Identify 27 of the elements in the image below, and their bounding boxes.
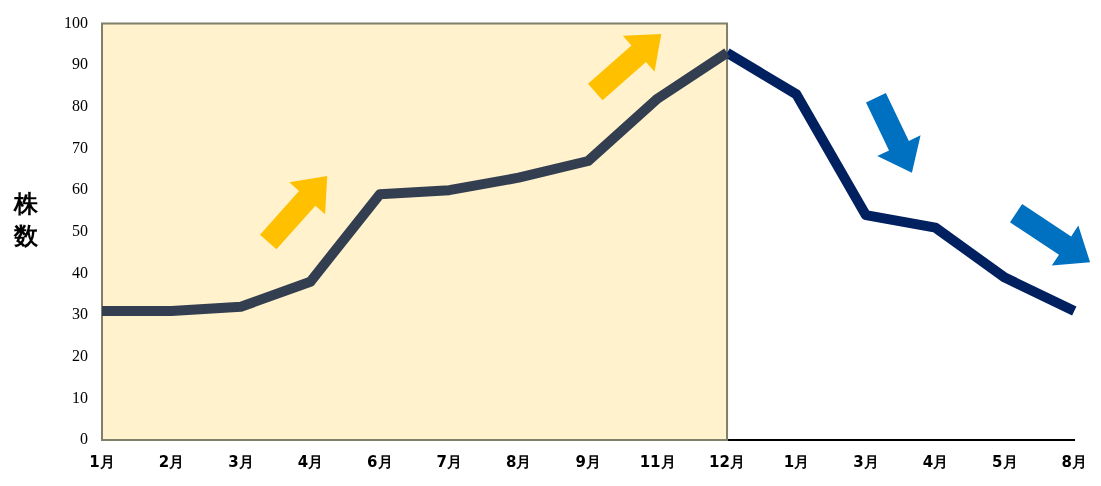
x-tick-label: 9月 bbox=[575, 452, 601, 471]
x-tick-label: 6月 bbox=[367, 452, 393, 471]
x-tick-label: 11月 bbox=[639, 452, 676, 471]
y-tick-label: 20 bbox=[72, 346, 88, 364]
x-tick-label: 2月 bbox=[158, 452, 185, 471]
x-tick-label: 8月 bbox=[1061, 452, 1087, 471]
y-tick-label: 30 bbox=[72, 305, 88, 323]
y-tick-label: 100 bbox=[64, 13, 88, 31]
x-tick-label: 3月 bbox=[228, 452, 254, 471]
y-tick-label: 80 bbox=[72, 97, 88, 115]
x-tick-label: 1月 bbox=[783, 452, 810, 471]
x-tick-label: 8月 bbox=[505, 452, 532, 471]
x-tick-label: 1月 bbox=[89, 452, 115, 471]
y-tick-label: 0 bbox=[80, 430, 88, 448]
y-tick-label: 70 bbox=[72, 138, 88, 156]
x-tick-label: 7月 bbox=[436, 452, 462, 471]
y-axis-title: 株数 bbox=[14, 189, 38, 252]
y-tick-label: 90 bbox=[72, 55, 88, 73]
x-tick-label: 12月 bbox=[709, 452, 745, 471]
y-tick-label: 50 bbox=[72, 222, 88, 239]
x-tick-label: 3月 bbox=[853, 452, 879, 471]
y-tick-label: 10 bbox=[72, 388, 88, 406]
y-tick-label: 60 bbox=[72, 180, 88, 198]
x-tick-label: 5月 bbox=[992, 452, 1018, 471]
x-tick-label: 4月 bbox=[297, 452, 324, 471]
x-tick-label: 4月 bbox=[922, 452, 949, 471]
y-tick-label: 40 bbox=[72, 263, 88, 281]
